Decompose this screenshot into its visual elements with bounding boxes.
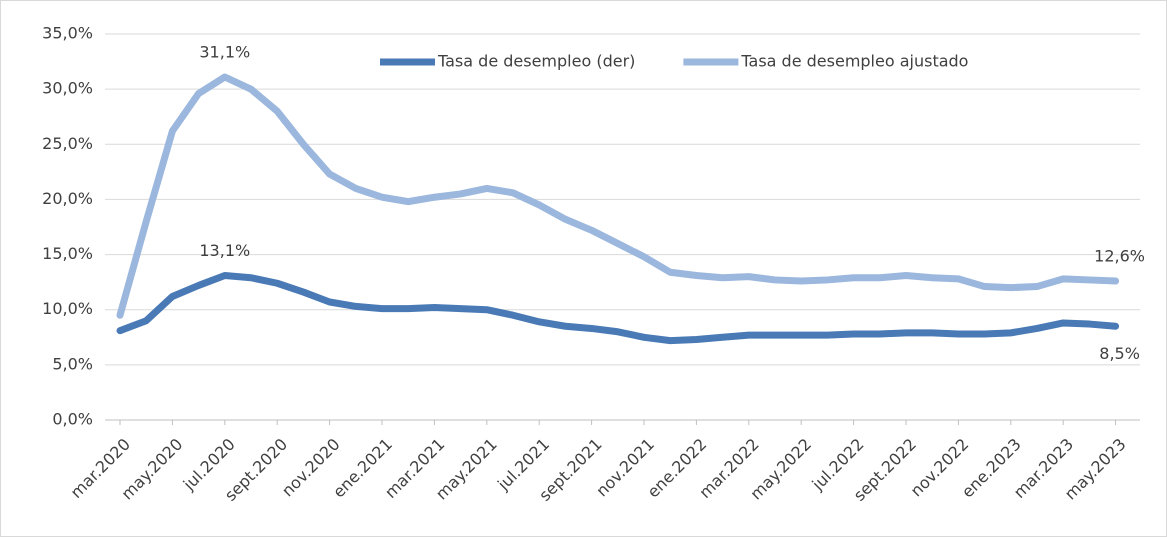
y-tick-label: 15,0% [42,244,93,263]
y-tick-label: 25,0% [42,134,93,153]
series-line [116,73,1120,319]
y-tick-label: 10,0% [42,299,93,318]
data-label: 31,1% [199,43,250,62]
data-label: 8,5% [1099,344,1140,363]
y-tick-label: 30,0% [42,79,93,98]
data-label: 12,6% [1094,247,1145,266]
y-tick-label: 0,0% [52,410,93,429]
legend-label: Tasa de desempleo (der) [437,52,635,71]
y-tick-label: 5,0% [52,354,93,373]
y-tick-label: 35,0% [42,24,93,43]
y-tick-label: 20,0% [42,189,93,208]
data-label: 13,1% [199,241,250,260]
legend-label: Tasa de desempleo ajustado [740,52,968,71]
series-line [116,272,1120,345]
